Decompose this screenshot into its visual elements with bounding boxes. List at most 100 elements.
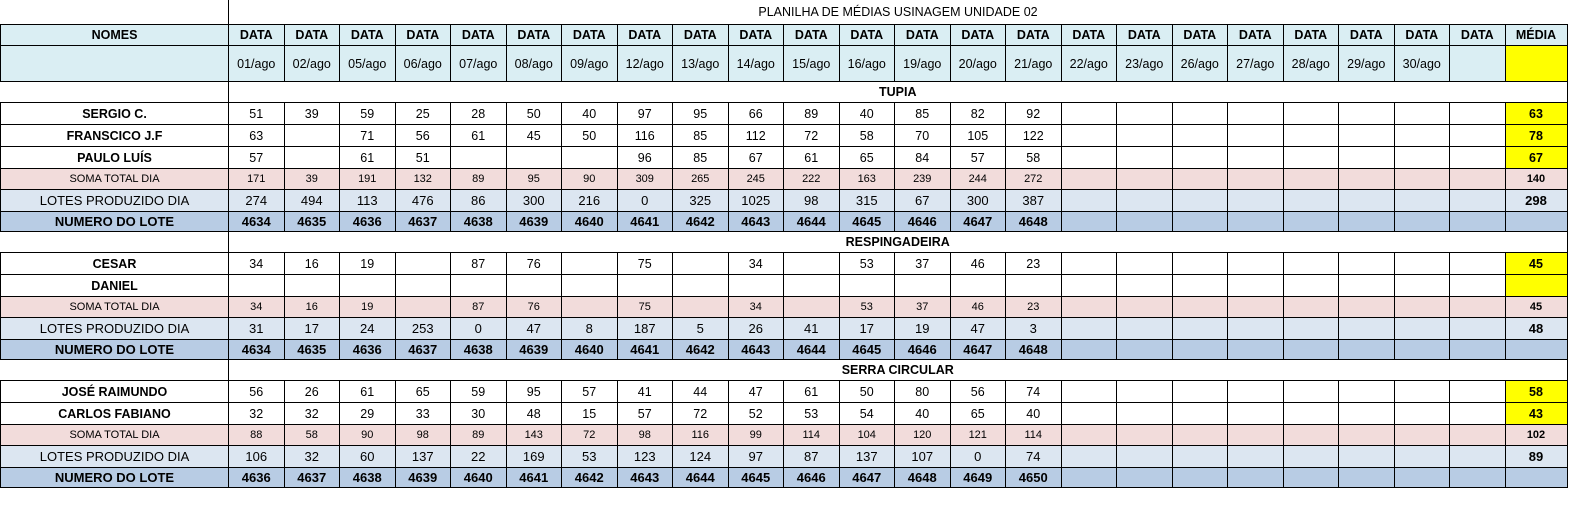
soma-cell[interactable]: 16 [283,296,340,318]
value-cell[interactable] [283,146,340,169]
value-cell[interactable] [1282,146,1339,169]
value-cell[interactable] [283,124,340,147]
lotes-cell[interactable]: 17 [838,317,895,340]
numero-cell[interactable]: 4643 [727,339,784,360]
value-cell[interactable]: 50 [561,124,618,147]
lotes-cell[interactable] [1227,189,1284,212]
value-cell[interactable] [283,274,340,297]
numero-cell[interactable]: 4644 [783,339,840,360]
numero-label[interactable]: NUMERO DO LOTE [0,467,229,488]
data-header[interactable]: DATA [450,24,507,46]
soma-cell[interactable]: 114 [1005,424,1062,446]
soma-cell[interactable] [1116,168,1173,190]
value-cell[interactable] [1227,124,1284,147]
value-cell[interactable]: 116 [616,124,673,147]
numero-cell[interactable]: 4634 [228,339,285,360]
value-cell[interactable] [1060,252,1117,275]
value-cell[interactable] [1116,380,1173,403]
soma-cell[interactable]: 143 [505,424,562,446]
value-cell[interactable]: 25 [394,102,451,125]
soma-cell[interactable] [1060,296,1117,318]
media-cell[interactable]: 78 [1504,124,1568,147]
value-cell[interactable]: 70 [894,124,951,147]
lotes-cell[interactable]: 123 [616,445,673,468]
numero-cell[interactable]: 4636 [339,339,396,360]
value-cell[interactable] [1227,252,1284,275]
lotes-label[interactable]: LOTES PRODUZIDO DIA [0,445,229,468]
lotes-cell[interactable]: 325 [672,189,729,212]
soma-cell[interactable] [1060,168,1117,190]
value-cell[interactable]: 105 [949,124,1006,147]
value-cell[interactable] [1227,146,1284,169]
value-cell[interactable]: 61 [339,380,396,403]
section-title[interactable]: RESPINGADEIRA [228,231,1568,253]
date-cell[interactable]: 15/ago [783,45,840,82]
soma-cell[interactable] [1060,424,1117,446]
lotes-cell[interactable]: 274 [228,189,285,212]
value-cell[interactable] [561,252,618,275]
numero-cell[interactable]: 4646 [894,211,951,232]
value-cell[interactable]: 76 [505,252,562,275]
lotes-cell[interactable] [1227,445,1284,468]
value-cell[interactable] [1060,146,1117,169]
soma-cell[interactable] [1171,168,1228,190]
value-cell[interactable]: 48 [505,402,562,425]
lotes-cell[interactable]: 113 [339,189,396,212]
value-cell[interactable]: 65 [949,402,1006,425]
value-cell[interactable]: 65 [394,380,451,403]
numero-cell[interactable]: 4645 [838,339,895,360]
sheet-title[interactable]: PLANILHA DE MÉDIAS USINAGEM UNIDADE 02 [228,0,1567,25]
numero-cell[interactable]: 4638 [450,211,507,232]
numero-cell[interactable] [1060,211,1117,232]
value-cell[interactable] [1338,274,1395,297]
data-header[interactable]: DATA [561,24,618,46]
soma-media[interactable]: 140 [1504,168,1568,190]
date-cell[interactable]: 22/ago [1060,45,1117,82]
value-cell[interactable]: 85 [894,102,951,125]
lotes-cell[interactable] [1338,445,1395,468]
value-cell[interactable] [1060,124,1117,147]
numero-cell[interactable] [1449,467,1506,488]
section-spacer[interactable] [0,359,229,381]
value-cell[interactable]: 34 [727,252,784,275]
numero-cell[interactable] [1282,467,1339,488]
value-cell[interactable] [1005,274,1062,297]
value-cell[interactable]: 80 [894,380,951,403]
value-cell[interactable] [783,252,840,275]
soma-cell[interactable] [1393,168,1450,190]
lotes-cell[interactable]: 47 [949,317,1006,340]
value-cell[interactable]: 65 [838,146,895,169]
value-cell[interactable] [1449,102,1506,125]
lotes-cell[interactable]: 216 [561,189,618,212]
numero-cell[interactable] [1449,339,1506,360]
soma-cell[interactable]: 58 [283,424,340,446]
data-header[interactable]: DATA [1338,24,1395,46]
soma-cell[interactable] [1171,424,1228,446]
numero-cell[interactable] [1116,467,1173,488]
value-cell[interactable] [1393,274,1450,297]
value-cell[interactable] [450,274,507,297]
value-cell[interactable]: 87 [450,252,507,275]
lotes-cell[interactable] [1116,317,1173,340]
numero-label[interactable]: NUMERO DO LOTE [0,339,229,360]
soma-cell[interactable]: 244 [949,168,1006,190]
lotes-cell[interactable]: 0 [450,317,507,340]
soma-cell[interactable]: 132 [394,168,451,190]
value-cell[interactable]: 40 [894,402,951,425]
numero-media[interactable] [1504,339,1568,360]
value-cell[interactable]: 61 [339,146,396,169]
soma-cell[interactable]: 239 [894,168,951,190]
lotes-label[interactable]: LOTES PRODUZIDO DIA [0,189,229,212]
value-cell[interactable]: 47 [727,380,784,403]
numero-cell[interactable] [1227,467,1284,488]
numero-cell[interactable]: 4642 [672,339,729,360]
corner-cell[interactable] [1,0,229,25]
value-cell[interactable] [505,274,562,297]
value-cell[interactable] [394,252,451,275]
numero-cell[interactable] [1282,211,1339,232]
numero-cell[interactable]: 4639 [505,211,562,232]
lotes-cell[interactable]: 22 [450,445,507,468]
soma-cell[interactable]: 309 [616,168,673,190]
lotes-cell[interactable]: 3 [1005,317,1062,340]
lotes-cell[interactable]: 107 [894,445,951,468]
